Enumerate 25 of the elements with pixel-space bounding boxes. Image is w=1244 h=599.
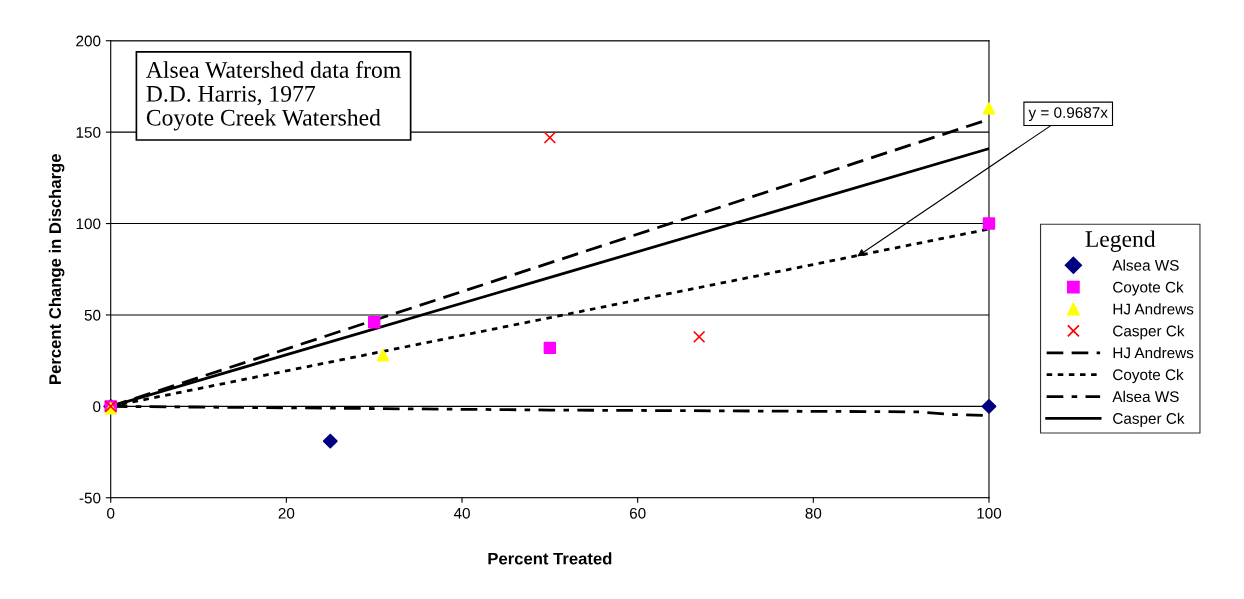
legend-label: Coyote Ck	[1113, 281, 1184, 296]
x-tick-label: 0	[107, 507, 115, 519]
y-tick-label: 50	[84, 309, 101, 321]
legend-title: Legend	[1085, 230, 1156, 252]
annotation: Alsea Watershed data from D.D. Harris, 1977 Coyote Creek Watershed	[146, 61, 401, 131]
legend-label: Alsea WS	[1112, 259, 1179, 271]
legend-label: Coyote Ck	[1113, 368, 1184, 384]
x-tick-label: 100	[977, 507, 1002, 519]
legend-label: Casper Ck	[1113, 325, 1185, 340]
y-axis-title: Percent Change in Discharge	[48, 154, 65, 384]
y-tick-label: 100	[76, 218, 101, 230]
y-tick-label: 0	[93, 401, 101, 413]
x-tick-label: 80	[805, 507, 822, 519]
legend-label: Alsea WS	[1112, 390, 1179, 403]
legend-label: HJ Andrews	[1113, 303, 1194, 315]
legend-label: Casper Ck	[1113, 412, 1185, 427]
y-tick-label: 150	[76, 127, 101, 138]
x-tick-label: 40	[453, 507, 470, 519]
x-axis-title: Percent Treated	[488, 552, 612, 565]
x-tick-label: 60	[629, 507, 646, 519]
y-tick-label: -50	[79, 492, 101, 504]
x-tick-label: 20	[278, 507, 295, 519]
legend-label: HJ Andrews	[1113, 347, 1194, 359]
y-tick-label: 200	[76, 35, 101, 47]
annotation: y = 0.9687x	[1028, 107, 1108, 121]
